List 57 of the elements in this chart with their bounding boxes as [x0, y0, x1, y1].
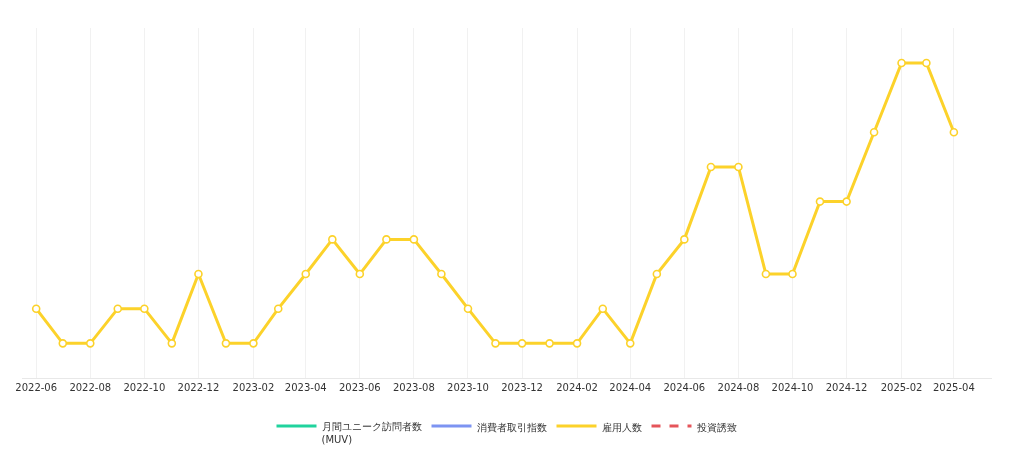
point	[949, 127, 959, 137]
point	[140, 304, 149, 313]
x-tick-label: 2022-08	[69, 382, 112, 393]
x-tick-label: 2024-02	[556, 382, 598, 393]
x-tick-label: 2024-04	[609, 382, 652, 393]
point	[706, 162, 716, 172]
legend-label: 消費者取引指数	[476, 422, 547, 434]
x-tick-label: 2024-10	[771, 382, 814, 393]
point	[680, 235, 689, 244]
point	[572, 339, 582, 348]
legend-label: 月間ユニーク訪問者数 (MUV)	[321, 420, 422, 445]
x-tick-label: 2023-06	[338, 382, 381, 393]
point	[249, 339, 258, 348]
point	[382, 235, 391, 244]
point	[788, 269, 797, 279]
x-tick-label: 2022-12	[177, 382, 220, 393]
point	[194, 269, 203, 279]
point	[734, 162, 743, 172]
x-tick-label: 2023-10	[447, 382, 489, 393]
point	[167, 339, 177, 348]
point	[463, 304, 473, 313]
x-tick-label: 2025-04	[932, 382, 975, 393]
point	[761, 269, 771, 279]
point	[598, 304, 608, 313]
x-tick-label: 2024-08	[717, 382, 760, 393]
point	[301, 269, 311, 279]
point	[625, 339, 635, 348]
point	[273, 304, 283, 313]
point	[113, 304, 123, 313]
x-tick-label: 2023-12	[501, 382, 543, 393]
x-tick-label: 2024-06	[663, 382, 706, 393]
legend-label: 雇用人数	[601, 422, 642, 434]
point	[58, 339, 68, 348]
point	[437, 269, 446, 279]
point	[869, 127, 879, 137]
point	[409, 235, 419, 244]
point	[842, 197, 851, 206]
point	[85, 339, 95, 348]
point	[517, 339, 527, 348]
x-tick-label: 2022-10	[123, 382, 166, 393]
point	[652, 269, 662, 279]
point	[31, 304, 41, 313]
point	[328, 235, 337, 244]
point	[355, 269, 365, 279]
legend-label: 投資誘致	[695, 422, 737, 434]
point	[815, 197, 825, 206]
x-tick-label: 2025-02	[880, 382, 923, 393]
point	[221, 339, 231, 348]
x-tick-label: 2023-04	[284, 382, 327, 393]
point	[545, 339, 554, 348]
point	[922, 58, 931, 68]
x-tick-label: 2022-06	[15, 382, 58, 393]
x-tick-label: 2023-02	[232, 382, 275, 393]
point	[897, 58, 906, 68]
x-tick-label: 2023-08	[393, 382, 435, 393]
x-tick-label: 2024-12	[825, 382, 868, 393]
point	[491, 339, 500, 348]
